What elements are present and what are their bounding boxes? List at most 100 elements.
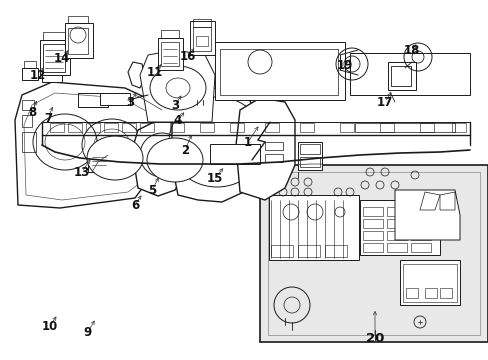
Bar [390, 66, 410, 86]
Ellipse shape [147, 138, 203, 182]
Polygon shape [15, 82, 162, 208]
Bar [402, 264, 456, 302]
Bar [410, 207, 430, 216]
Bar [424, 288, 436, 298]
Text: 9: 9 [84, 325, 92, 338]
Bar [86, 123, 100, 132]
Polygon shape [260, 165, 487, 342]
Polygon shape [178, 58, 204, 90]
Bar [386, 243, 406, 252]
Text: 14: 14 [54, 51, 70, 64]
Bar [268, 195, 358, 260]
Bar [339, 123, 353, 132]
Bar [158, 38, 183, 70]
Text: 16: 16 [180, 50, 196, 63]
Bar [386, 219, 406, 228]
Bar [170, 123, 183, 132]
Bar [22, 132, 36, 152]
Bar [451, 123, 465, 132]
Bar [362, 219, 382, 228]
Text: 17: 17 [376, 95, 392, 108]
Bar [386, 207, 406, 216]
Bar [299, 123, 313, 132]
Bar [419, 123, 433, 132]
Bar [299, 144, 319, 154]
Bar [299, 157, 319, 167]
Bar [220, 49, 337, 95]
Bar [44, 60, 58, 68]
Bar [297, 142, 321, 170]
Text: 2: 2 [181, 144, 189, 157]
Polygon shape [140, 50, 215, 122]
Bar [65, 23, 93, 58]
Text: 10: 10 [42, 320, 58, 333]
Bar [386, 231, 406, 240]
Bar [43, 44, 65, 72]
Bar [68, 123, 82, 132]
Text: 3: 3 [126, 95, 134, 108]
Text: 11: 11 [146, 66, 163, 78]
Bar [229, 123, 244, 132]
Bar [325, 245, 346, 257]
Text: 20: 20 [365, 332, 384, 345]
Bar [264, 123, 279, 132]
Bar [190, 21, 215, 55]
Bar [193, 19, 210, 27]
Bar [22, 100, 34, 110]
Bar [387, 62, 415, 90]
Bar [100, 93, 130, 105]
Bar [104, 123, 118, 132]
Bar [359, 200, 439, 255]
Text: 5: 5 [147, 184, 156, 197]
Text: 18: 18 [403, 44, 419, 57]
Text: 4: 4 [174, 113, 182, 126]
Bar [42, 68, 62, 82]
Bar [40, 40, 70, 75]
Bar [362, 207, 382, 216]
Bar [24, 61, 36, 68]
Bar [439, 288, 451, 298]
Text: 3: 3 [171, 99, 179, 112]
Bar [362, 243, 382, 252]
Bar [209, 144, 260, 164]
Bar [22, 68, 38, 80]
Bar [264, 142, 283, 150]
Bar [43, 32, 65, 40]
Polygon shape [128, 62, 145, 88]
Text: 6: 6 [131, 198, 139, 212]
Bar [22, 115, 32, 127]
Bar [410, 243, 430, 252]
Text: 1: 1 [244, 135, 251, 149]
Text: 19: 19 [336, 59, 352, 72]
Bar [410, 231, 430, 240]
Text: 7: 7 [44, 112, 52, 125]
Bar [410, 219, 430, 228]
Bar [215, 42, 345, 100]
Bar [91, 153, 107, 169]
Bar [297, 245, 319, 257]
Bar [362, 231, 382, 240]
Bar [161, 30, 179, 38]
Bar [200, 123, 214, 132]
Ellipse shape [87, 136, 142, 180]
Bar [195, 90, 206, 100]
Text: 13: 13 [74, 166, 90, 179]
Bar [196, 36, 207, 46]
Bar [264, 154, 283, 162]
Text: 8: 8 [28, 105, 36, 118]
Bar [88, 150, 110, 172]
Bar [140, 123, 154, 132]
Bar [270, 245, 292, 257]
Bar [354, 123, 454, 132]
Bar [161, 42, 179, 66]
Bar [193, 27, 210, 51]
Text: 12: 12 [30, 68, 46, 81]
Bar [349, 53, 469, 95]
Polygon shape [172, 88, 262, 202]
Polygon shape [394, 190, 459, 240]
Bar [405, 288, 417, 298]
Bar [379, 123, 393, 132]
Text: 15: 15 [206, 171, 223, 185]
Bar [399, 260, 459, 305]
Bar [78, 93, 108, 107]
